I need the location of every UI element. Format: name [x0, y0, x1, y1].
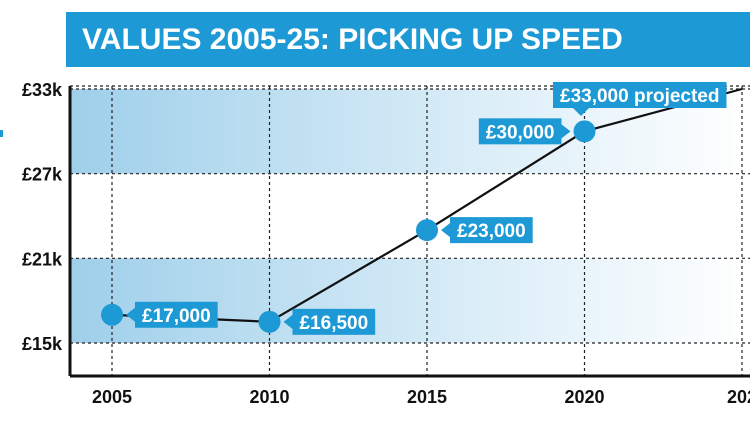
x-tick-label: 202 [727, 387, 750, 407]
data-label-pointer [441, 223, 450, 238]
data-point [101, 303, 123, 326]
y-tick-label: £21k [22, 249, 63, 269]
data-point [573, 120, 596, 143]
x-tick-label: 2005 [92, 387, 132, 407]
x-tick-label: 2010 [249, 387, 289, 407]
data-label: £30,000 [478, 118, 571, 145]
data-label-box [292, 308, 376, 335]
data-point [258, 310, 281, 333]
data-label-text: £30,000 [486, 122, 555, 143]
data-label-box [553, 82, 727, 108]
data-label-box [478, 118, 562, 145]
data-label-text: £16,500 [300, 313, 369, 334]
data-label: £17,000 [126, 301, 218, 328]
data-label-text: £23,000 [457, 221, 526, 242]
x-tick-label: 2020 [564, 387, 604, 407]
data-label-box [450, 217, 533, 244]
axes [68, 86, 750, 378]
chart-title: VALUES 2005-25: PICKING UP SPEED [66, 12, 750, 67]
y-tick-label: £15k [22, 334, 63, 354]
band-bottom [70, 258, 750, 343]
data-label-text: £17,000 [142, 306, 211, 327]
data-label-text: £33,000 projected [560, 86, 719, 107]
data-labels: £17,000 £16,500 £23,000 £30,000£33,000 proj… [126, 82, 727, 335]
data-label-box [135, 301, 218, 328]
data-label: £16,500 [283, 308, 376, 335]
data-label: £23,000 [441, 217, 533, 244]
data-label-pointer [573, 108, 589, 116]
x-axis-ticks: 2005 2010 2015 2020 202 [92, 387, 750, 407]
data-label-pointer [126, 307, 135, 322]
data-point [416, 219, 438, 242]
edge-marker [0, 130, 3, 137]
x-tick-label: 2015 [407, 387, 447, 407]
data-label: £33,000 projected [553, 82, 727, 116]
y-tick-label: £33k [22, 80, 63, 100]
y-axis-ticks: £15k £21k £27k £33k [0, 80, 63, 354]
y-tick-label: £27k [22, 165, 63, 185]
data-label-pointer [283, 314, 293, 329]
data-label-pointer [561, 124, 571, 139]
background-bands [70, 89, 750, 343]
